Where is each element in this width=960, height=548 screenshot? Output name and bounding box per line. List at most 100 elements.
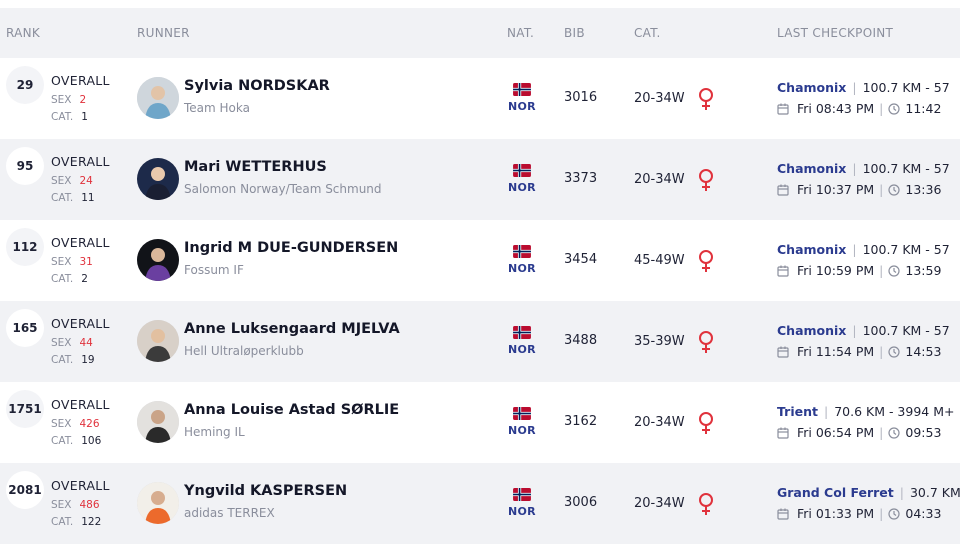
runner-team: Heming IL: [184, 425, 245, 439]
bib-number: 3162: [564, 414, 598, 429]
clock-icon: [888, 346, 900, 358]
sex-rank-line: SEX 426: [51, 418, 100, 430]
avatar-person-icon: [137, 158, 179, 200]
header-last-checkpoint[interactable]: LAST CHECKPOINT: [777, 26, 894, 40]
checkpoint-time-line: Fri 01:33 PM | 04:33: [777, 506, 941, 521]
header-bib[interactable]: BIB: [564, 26, 585, 40]
runner-team: adidas TERREX: [184, 506, 275, 520]
calendar-icon: [777, 346, 789, 358]
checkpoint-line: Chamonix | 100.7 KM - 57: [777, 242, 950, 257]
sex-rank-line: SEX 31: [51, 256, 93, 268]
cat-rank: 1: [81, 111, 88, 123]
sex-rank: 2: [79, 94, 87, 106]
avatar[interactable]: [137, 77, 179, 119]
avatar[interactable]: [137, 158, 179, 200]
avatar[interactable]: [137, 482, 179, 524]
cat-rank: 2: [81, 273, 88, 285]
cat-rank-line: CAT. 106: [51, 435, 101, 447]
checkpoint-distance: 100.7 KM - 57: [862, 242, 950, 257]
checkpoint-time-line: Fri 06:54 PM | 09:53: [777, 425, 941, 440]
table-row[interactable]: 112 OVERALL SEX 31 CAT. 2 Ingrid M DUE-GUN…: [0, 220, 960, 301]
checkpoint-distance: 100.7 KM - 57: [862, 161, 950, 176]
runner-name[interactable]: Mari WETTERHUS: [184, 159, 327, 175]
runner-name[interactable]: Sylvia NORDSKAR: [184, 78, 330, 94]
checkpoint-distance: 100.7 KM - 57: [862, 80, 950, 95]
runner-name[interactable]: Anna Louise Astad SØRLIE: [184, 402, 400, 418]
checkpoint-name[interactable]: Chamonix: [777, 323, 847, 338]
overall-label: OVERALL: [51, 397, 110, 412]
separator: |: [899, 485, 904, 500]
sex-rank: 426: [79, 418, 100, 430]
avatar[interactable]: [137, 239, 179, 281]
table-row[interactable]: 1751 OVERALL SEX 426 CAT. 106 Anna Louise …: [0, 382, 960, 463]
category: 45-49W: [634, 253, 685, 268]
overall-rank: 29: [6, 66, 44, 104]
runner-name[interactable]: Anne Luksengaard MJELVA: [184, 321, 400, 337]
checkpoint-line: Chamonix | 100.7 KM - 57: [777, 323, 950, 338]
separator: |: [852, 323, 857, 338]
cat-rank: 11: [81, 192, 95, 204]
clock-icon: [888, 508, 900, 520]
cat-rank-line: CAT. 2: [51, 273, 88, 285]
separator: |: [879, 101, 884, 116]
avatar-person-icon: [137, 401, 179, 443]
bib-number: 3488: [564, 333, 598, 348]
nationality: NOR: [508, 100, 536, 113]
checkpoint-name[interactable]: Chamonix: [777, 242, 847, 257]
header-runner[interactable]: RUNNER: [137, 26, 190, 40]
cat-rank-line: CAT. 19: [51, 354, 95, 366]
checkpoint-line: Trient | 70.6 KM - 3994 M+: [777, 404, 954, 419]
overall-label: OVERALL: [51, 478, 110, 493]
cat-label: CAT.: [51, 111, 74, 123]
calendar-icon: [777, 508, 789, 520]
separator: |: [879, 425, 884, 440]
checkpoint-distance: 100.7 KM - 57: [862, 323, 950, 338]
sex-rank-line: SEX 2: [51, 94, 86, 106]
avatar-person-icon: [137, 320, 179, 362]
overall-rank: 1751: [6, 390, 44, 428]
avatar[interactable]: [137, 320, 179, 362]
table-row[interactable]: 165 OVERALL SEX 44 CAT. 19 Anne Luksengaar…: [0, 301, 960, 382]
female-icon: [699, 412, 713, 434]
overall-label: OVERALL: [51, 316, 110, 331]
runner-name[interactable]: Yngvild KASPERSEN: [184, 483, 348, 499]
race-duration: 04:33: [905, 506, 942, 521]
checkpoint-name[interactable]: Trient: [777, 404, 818, 419]
category: 20-34W: [634, 91, 685, 106]
avatar[interactable]: [137, 401, 179, 443]
sex-rank: 31: [79, 256, 93, 268]
norway-flag-icon: [513, 407, 531, 420]
checkpoint-name[interactable]: Grand Col Ferret: [777, 485, 894, 500]
bib-number: 3016: [564, 90, 598, 105]
header-cat[interactable]: CAT.: [634, 26, 661, 40]
header-nat[interactable]: NAT.: [507, 26, 535, 40]
table-row[interactable]: 29 OVERALL SEX 2 CAT. 1 Sylvia NORDSKAR Te…: [0, 58, 960, 139]
table-row[interactable]: 2081 OVERALL SEX 486 CAT. 122 Yngvild KASP…: [0, 463, 960, 544]
overall-rank: 165: [6, 309, 44, 347]
checkpoint-time-line: Fri 10:59 PM | 13:59: [777, 263, 941, 278]
race-duration: 09:53: [905, 425, 942, 440]
overall-rank: 112: [6, 228, 44, 266]
table-row[interactable]: 95 OVERALL SEX 24 CAT. 11 Mari WETTERHUS S…: [0, 139, 960, 220]
cat-label: CAT.: [51, 273, 74, 285]
runner-team: Team Hoka: [184, 101, 250, 115]
checkpoint-distance: 30.7 KM: [909, 485, 960, 500]
runner-name[interactable]: Ingrid M DUE-GUNDERSEN: [184, 240, 399, 256]
nationality: NOR: [508, 343, 536, 356]
checkpoint-name[interactable]: Chamonix: [777, 161, 847, 176]
cat-rank-line: CAT. 122: [51, 516, 101, 528]
overall-label: OVERALL: [51, 73, 110, 88]
norway-flag-icon: [513, 164, 531, 177]
runner-team: Salomon Norway/Team Schmund: [184, 182, 382, 196]
cat-label: CAT.: [51, 435, 74, 447]
norway-flag-icon: [513, 326, 531, 339]
category: 20-34W: [634, 496, 685, 511]
overall-rank: 2081: [6, 471, 44, 509]
avatar-person-icon: [137, 239, 179, 281]
header-rank[interactable]: RANK: [6, 26, 41, 40]
clock-icon: [888, 184, 900, 196]
sex-rank: 44: [79, 337, 93, 349]
clock-icon: [888, 427, 900, 439]
checkpoint-name[interactable]: Chamonix: [777, 80, 847, 95]
